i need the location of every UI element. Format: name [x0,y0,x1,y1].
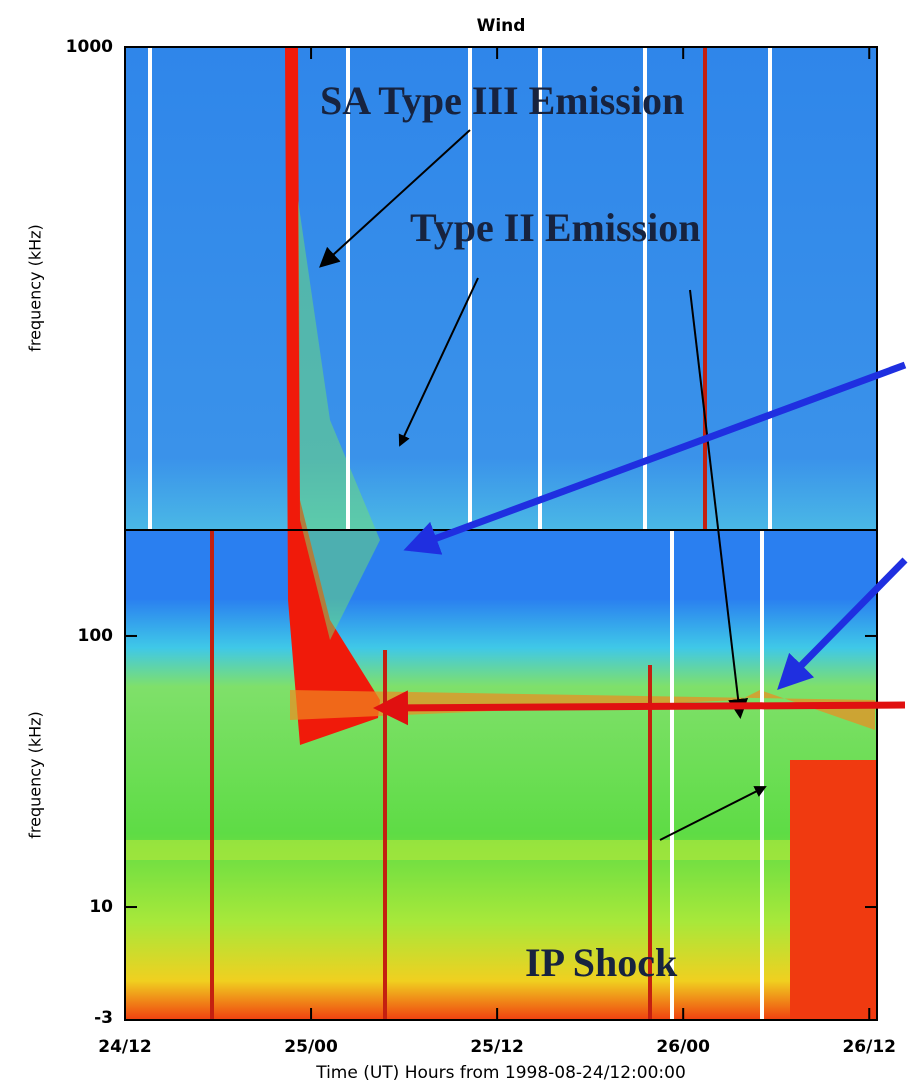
x-tick-label: 24/12 [98,1037,152,1057]
x-tick-label: 26/12 [842,1037,896,1057]
y-tick-label: 10 [89,897,113,917]
annotation: IP Shock [525,940,678,985]
y-tick-label: 1000 [66,37,113,57]
y-axis-label: frequency (kHz) [26,711,45,839]
annotation: SA Type III Emission [320,78,684,123]
annotation-arrows [319,129,908,841]
y-tick-label: -3 [94,1008,113,1028]
y-axis-label: frequency (kHz) [26,224,45,352]
chart-title: Wind [477,16,526,36]
x-axis-label: Time (UT) Hours from 1998-08-24/12:00:00 [315,1063,686,1083]
axes-frame [124,46,878,1021]
x-tick-label: 25/00 [284,1037,338,1057]
x-tick-label: 25/12 [470,1037,524,1057]
annotation: Type II Emission [410,205,700,250]
spectrogram-image [125,47,877,1020]
y-tick-label: 100 [78,626,114,646]
x-tick-label: 26/00 [656,1037,710,1057]
